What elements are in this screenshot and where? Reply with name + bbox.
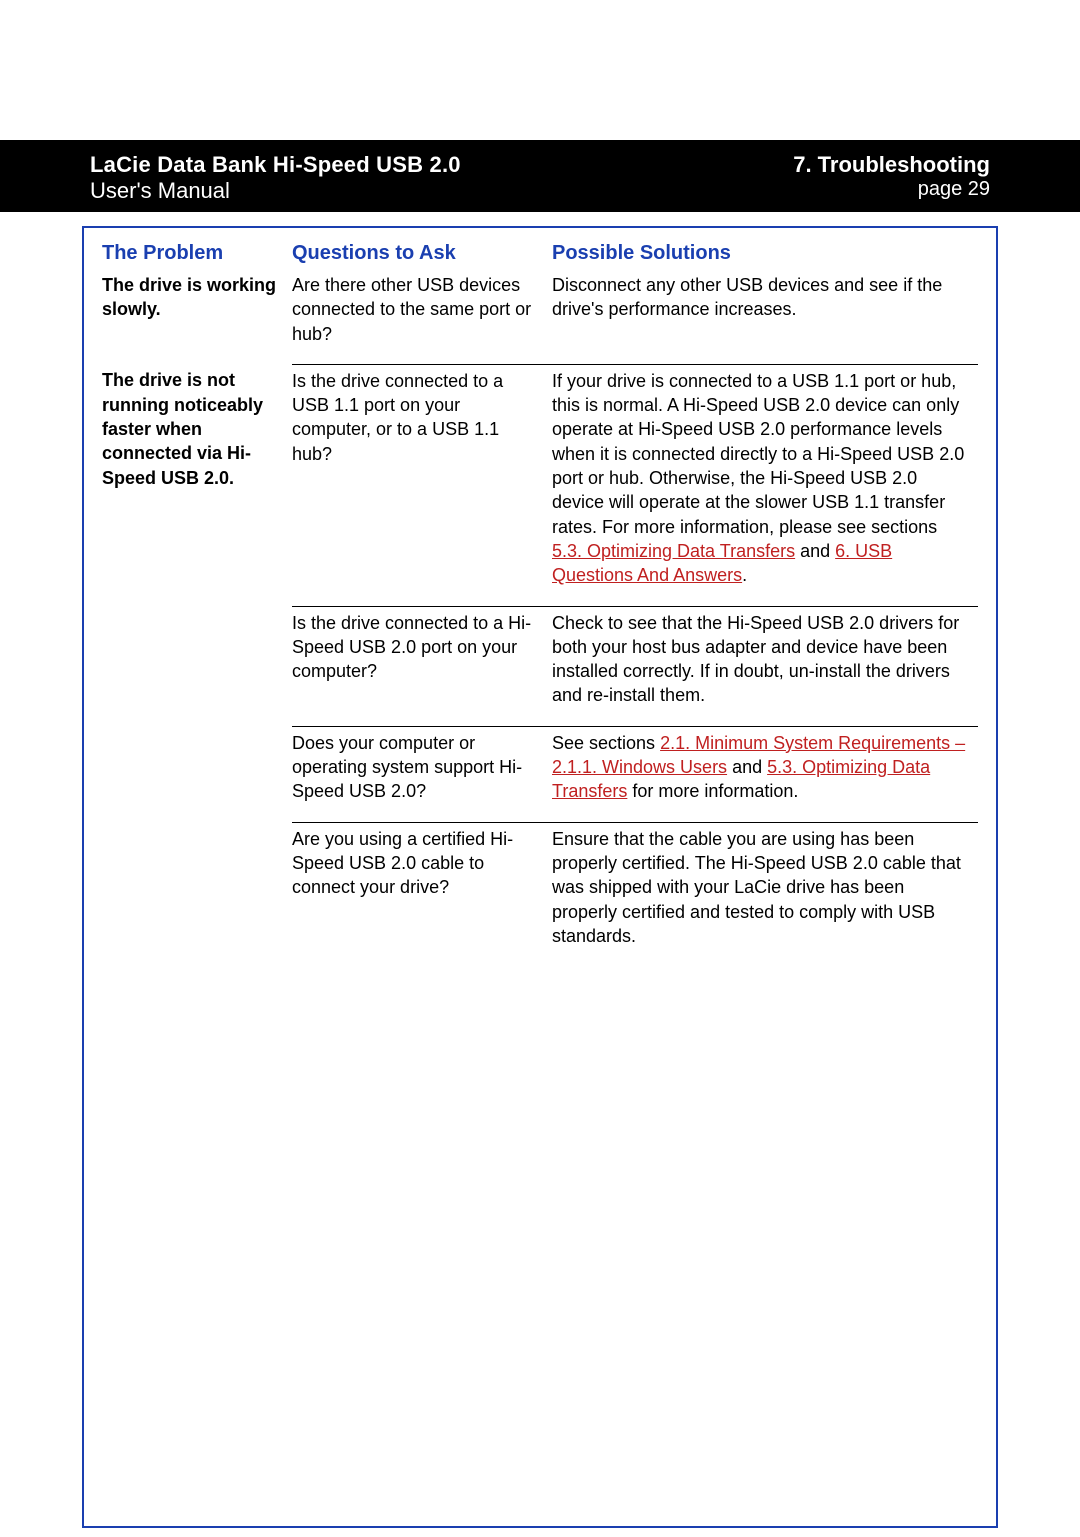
table-header-row: The Problem Questions to Ask Possible So… (102, 240, 978, 269)
problem-cell: The drive is working slowly. (102, 269, 292, 364)
solution-cell: Check to see that the Hi-Speed USB 2.0 d… (552, 606, 978, 726)
question-cell: Does your computer or operating system s… (292, 726, 552, 822)
table-row: The drive is not running noticeably fast… (102, 364, 978, 606)
section-title: 7. Troubleshooting (793, 152, 990, 178)
col-questions: Questions to Ask (292, 240, 552, 269)
solution-text: for more information. (627, 781, 798, 801)
problem-cell: The drive is not running noticeably fast… (102, 364, 292, 966)
col-solutions: Possible Solutions (552, 240, 978, 269)
solution-text: Disconnect any other USB devices and see… (552, 275, 942, 319)
solution-text: If your drive is connected to a USB 1.1 … (552, 371, 964, 537)
solution-cell: Ensure that the cable you are using has … (552, 822, 978, 966)
question-cell: Is the drive connected to a USB 1.1 port… (292, 364, 552, 606)
solution-cell: If your drive is connected to a USB 1.1 … (552, 364, 978, 606)
page-number: page 29 (793, 178, 990, 201)
question-cell: Are there other USB devices connected to… (292, 269, 552, 364)
solution-cell: Disconnect any other USB devices and see… (552, 269, 978, 364)
link-optimizing-transfers[interactable]: 5.3. Optimizing Data Transfers (552, 541, 795, 561)
solution-text: Ensure that the cable you are using has … (552, 829, 961, 946)
header-right: 7. Troubleshooting page 29 (793, 152, 990, 201)
solution-text: . (742, 565, 747, 585)
troubleshooting-table: The Problem Questions to Ask Possible So… (102, 240, 978, 966)
doc-type: User's Manual (90, 178, 461, 204)
col-problem: The Problem (102, 240, 292, 269)
question-cell: Are you using a certified Hi-Speed USB 2… (292, 822, 552, 966)
solution-text: See sections (552, 733, 660, 753)
manual-page: LaCie Data Bank Hi-Speed USB 2.0 User's … (0, 140, 1080, 1537)
solution-text: and (727, 757, 767, 777)
solution-text: Check to see that the Hi-Speed USB 2.0 d… (552, 613, 959, 706)
table-row: The drive is working slowly. Are there o… (102, 269, 978, 364)
solution-cell: See sections 2.1. Minimum System Require… (552, 726, 978, 822)
product-title: LaCie Data Bank Hi-Speed USB 2.0 (90, 152, 461, 178)
solution-text: and (795, 541, 835, 561)
page-header: LaCie Data Bank Hi-Speed USB 2.0 User's … (0, 140, 1080, 212)
header-left: LaCie Data Bank Hi-Speed USB 2.0 User's … (90, 152, 461, 204)
content-frame: The Problem Questions to Ask Possible So… (82, 226, 998, 1528)
question-cell: Is the drive connected to a Hi-Speed USB… (292, 606, 552, 726)
